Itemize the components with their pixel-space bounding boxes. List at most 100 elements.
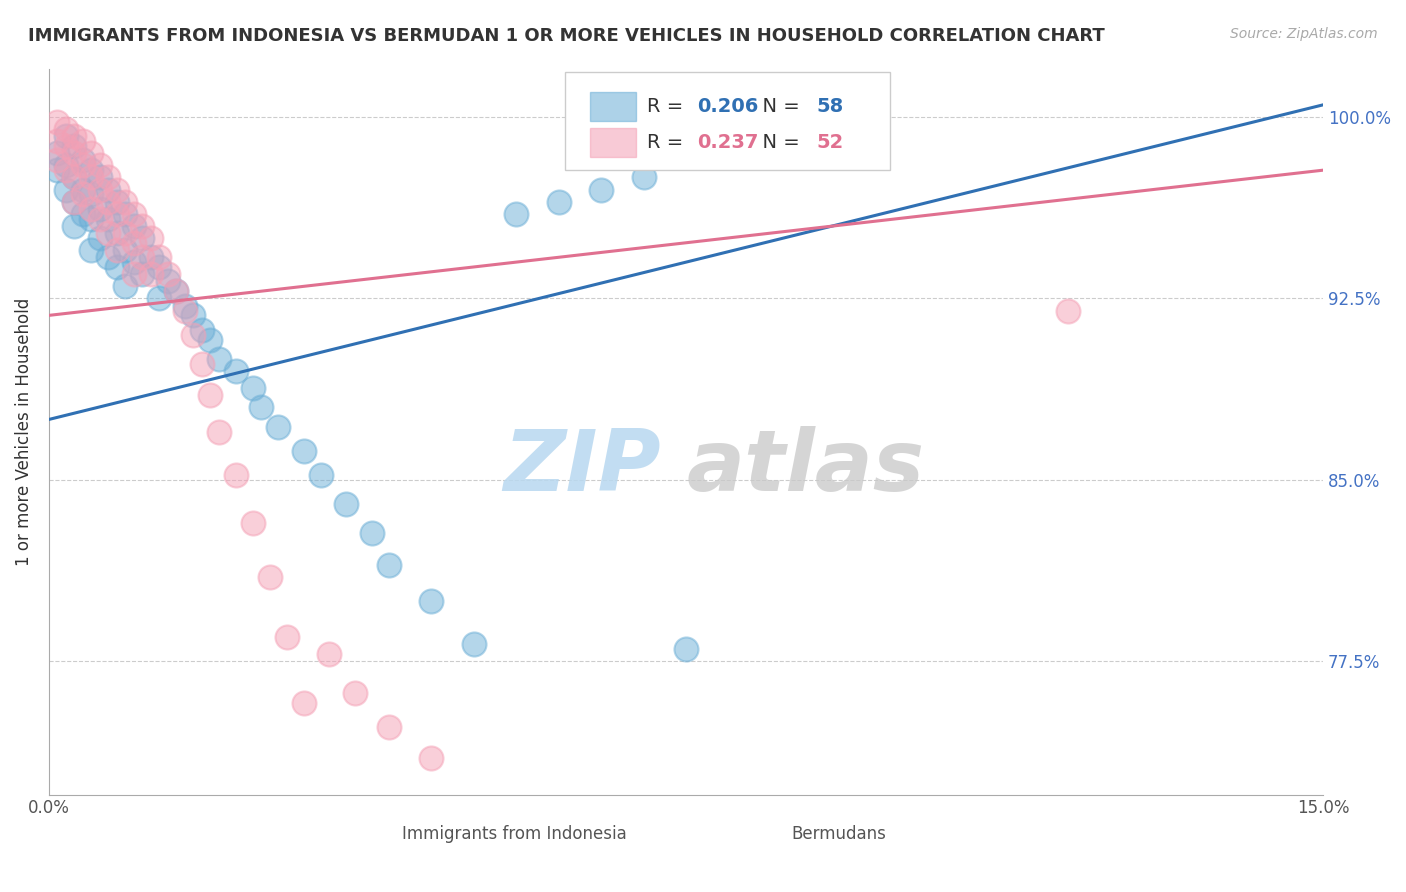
Point xyxy=(173,303,195,318)
Point xyxy=(377,720,399,734)
Point xyxy=(139,267,162,281)
Point xyxy=(225,468,247,483)
Point xyxy=(55,129,77,144)
Point xyxy=(63,146,86,161)
Point xyxy=(292,696,315,710)
Point xyxy=(1057,303,1080,318)
Point xyxy=(105,243,128,257)
Point xyxy=(97,194,120,209)
Text: Immigrants from Indonesia: Immigrants from Indonesia xyxy=(402,825,627,844)
Point xyxy=(131,231,153,245)
Point xyxy=(183,327,205,342)
Point xyxy=(89,231,111,245)
Point xyxy=(72,134,94,148)
Point xyxy=(309,468,332,483)
Point xyxy=(97,170,120,185)
Point xyxy=(139,231,162,245)
Point xyxy=(122,255,145,269)
Point xyxy=(105,207,128,221)
Point xyxy=(89,170,111,185)
Point xyxy=(80,243,103,257)
Point xyxy=(463,638,485,652)
Point xyxy=(148,250,170,264)
Text: 0.206: 0.206 xyxy=(697,96,759,116)
Point xyxy=(165,284,187,298)
Point xyxy=(259,570,281,584)
Point xyxy=(183,309,205,323)
Point xyxy=(633,170,655,185)
Point xyxy=(114,279,136,293)
Point xyxy=(89,211,111,226)
Y-axis label: 1 or more Vehicles in Household: 1 or more Vehicles in Household xyxy=(15,297,32,566)
Point xyxy=(105,182,128,196)
Point xyxy=(114,243,136,257)
Point xyxy=(156,267,179,281)
Point xyxy=(97,211,120,226)
Point xyxy=(80,187,103,202)
Point xyxy=(80,146,103,161)
Text: N =: N = xyxy=(749,96,806,116)
Point xyxy=(131,250,153,264)
Point xyxy=(46,163,69,178)
Text: atlas: atlas xyxy=(686,426,924,509)
Point xyxy=(191,323,214,337)
Point xyxy=(591,182,613,196)
Point xyxy=(63,170,86,185)
Point xyxy=(89,158,111,172)
Point xyxy=(63,139,86,153)
Text: ZIP: ZIP xyxy=(503,426,661,509)
Text: N =: N = xyxy=(749,133,806,152)
Point xyxy=(675,642,697,657)
Point xyxy=(547,194,569,209)
Point xyxy=(225,364,247,378)
Point xyxy=(63,194,86,209)
Point xyxy=(105,226,128,240)
Text: Bermudans: Bermudans xyxy=(792,825,886,844)
Point xyxy=(63,170,86,185)
Point xyxy=(72,158,94,172)
Point xyxy=(250,401,273,415)
Point xyxy=(335,497,357,511)
Point xyxy=(72,153,94,168)
Point xyxy=(148,292,170,306)
Text: Source: ZipAtlas.com: Source: ZipAtlas.com xyxy=(1230,27,1378,41)
Text: 0.237: 0.237 xyxy=(697,133,759,152)
Point xyxy=(242,381,264,395)
Circle shape xyxy=(727,825,761,844)
Point xyxy=(55,158,77,172)
Point xyxy=(122,219,145,233)
Point xyxy=(200,333,222,347)
Point xyxy=(200,388,222,402)
Point xyxy=(208,425,231,439)
Point xyxy=(377,558,399,572)
Point xyxy=(97,250,120,264)
FancyBboxPatch shape xyxy=(591,128,637,157)
Point xyxy=(97,226,120,240)
Point xyxy=(156,275,179,289)
Point xyxy=(80,211,103,226)
Point xyxy=(46,153,69,168)
Point xyxy=(72,182,94,196)
FancyBboxPatch shape xyxy=(565,72,890,170)
Point xyxy=(80,170,103,185)
Point xyxy=(139,250,162,264)
Point xyxy=(63,219,86,233)
Point xyxy=(122,267,145,281)
Point xyxy=(292,443,315,458)
Point xyxy=(148,260,170,274)
Point xyxy=(208,351,231,366)
Point xyxy=(131,219,153,233)
Point xyxy=(318,647,340,661)
Point xyxy=(131,267,153,281)
Point xyxy=(105,260,128,274)
Point xyxy=(360,526,382,541)
Point xyxy=(46,134,69,148)
Point xyxy=(114,194,136,209)
Point xyxy=(267,419,290,434)
Point xyxy=(72,187,94,202)
Point xyxy=(89,202,111,216)
Point xyxy=(55,139,77,153)
Point xyxy=(55,163,77,178)
Point xyxy=(420,594,443,608)
FancyBboxPatch shape xyxy=(591,92,637,120)
